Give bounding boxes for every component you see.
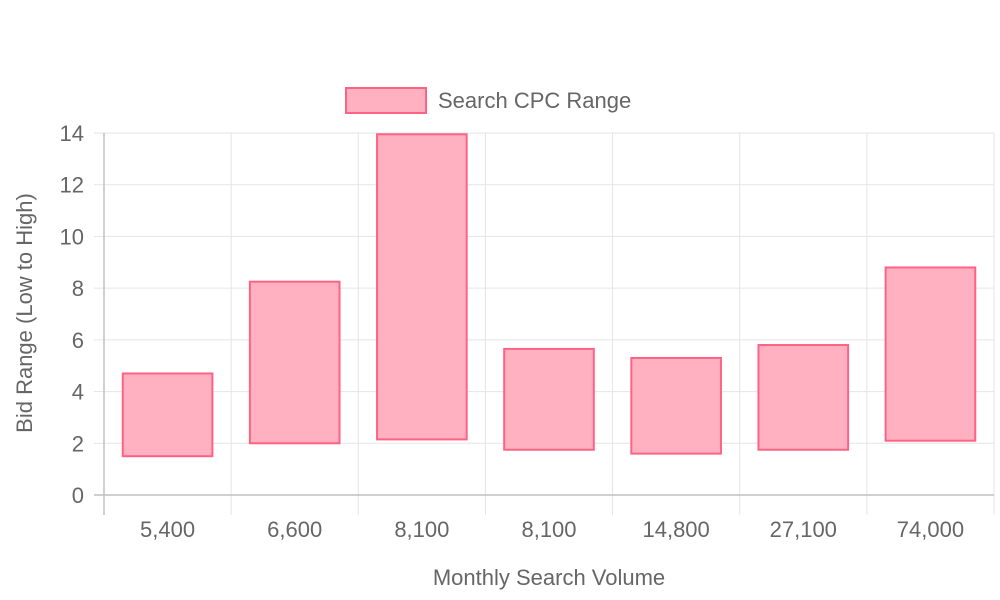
bar[interactable] <box>757 344 850 451</box>
y-tick-label: 2 <box>72 431 84 456</box>
y-tick-label: 14 <box>60 121 84 146</box>
grid <box>104 132 995 515</box>
x-tick-label: 8,100 <box>394 517 449 542</box>
x-axis: 5,400 6,600 8,100 8,100 14,800 27,100 74,000 <box>94 494 994 542</box>
x-tick-label: 27,100 <box>770 517 837 542</box>
x-tick-label: 6,600 <box>267 517 322 542</box>
x-axis-title: Monthly Search Volume <box>433 565 665 590</box>
x-tick-label: 74,000 <box>897 517 964 542</box>
legend-label: Search CPC Range <box>438 88 631 113</box>
y-tick-label: 10 <box>60 224 84 249</box>
y-axis-title: Bid Range (Low to High) <box>12 193 37 433</box>
bars <box>121 133 977 458</box>
bar[interactable] <box>884 266 977 442</box>
bar[interactable] <box>248 280 341 445</box>
y-tick-label: 8 <box>72 276 84 301</box>
bar[interactable] <box>376 133 468 441</box>
y-tick-label: 0 <box>72 483 84 508</box>
bar[interactable] <box>503 347 595 451</box>
y-axis: 0 2 4 6 8 10 12 14 <box>60 121 105 515</box>
x-tick-label: 5,400 <box>140 517 195 542</box>
legend-swatch <box>345 87 427 114</box>
x-tick-label: 14,800 <box>642 517 709 542</box>
bar[interactable] <box>630 356 722 455</box>
y-tick-label: 4 <box>72 380 84 405</box>
x-tick-label: 8,100 <box>521 517 576 542</box>
bar[interactable] <box>121 372 214 458</box>
y-tick-label: 6 <box>72 328 84 353</box>
legend[interactable]: Search CPC Range <box>345 87 631 114</box>
y-tick-label: 12 <box>60 173 84 198</box>
